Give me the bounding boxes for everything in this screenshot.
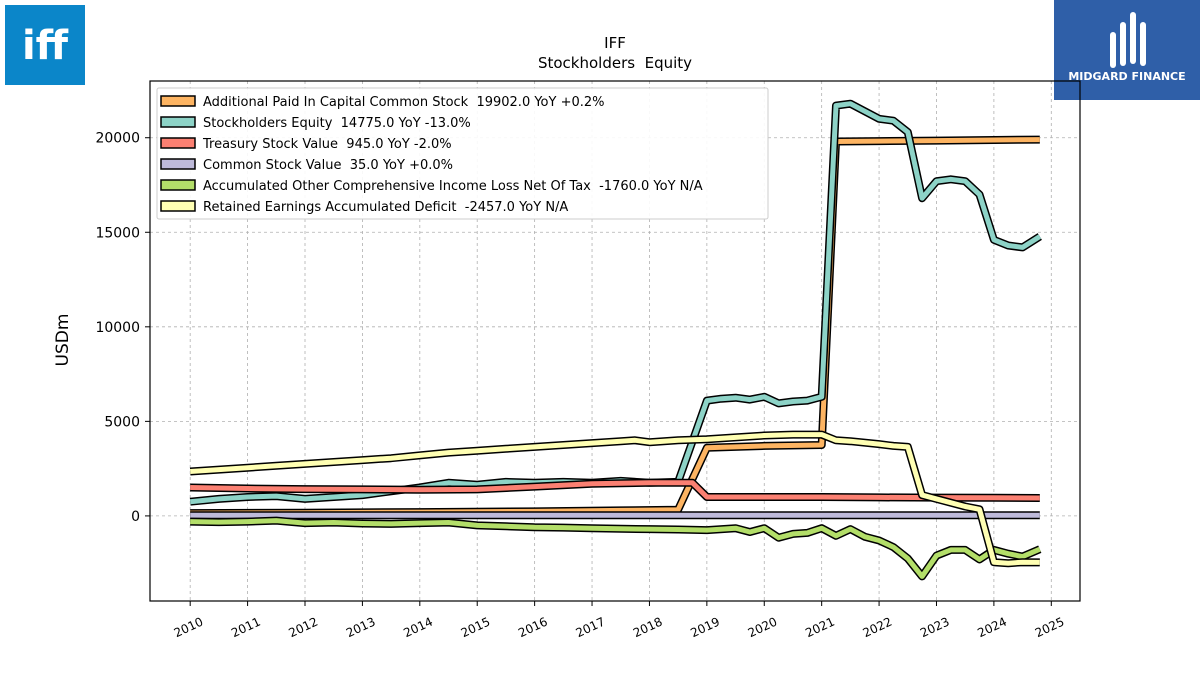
legend-swatch-3 [160, 158, 196, 170]
legend-swatch-0 [160, 95, 196, 107]
series-line-2 [190, 480, 1040, 501]
chart-title: IFF [604, 34, 626, 52]
x-tick-label-3: 2013 [344, 615, 378, 641]
legend-label-4: Accumulated Other Comprehensive Income L… [203, 179, 703, 194]
plot-frame [149, 80, 1081, 602]
company-logo: iff [5, 5, 85, 85]
x-tick-label-6: 2016 [516, 615, 550, 641]
y-axis-label: USDm [53, 314, 73, 367]
legend-swatch-1 [160, 116, 196, 128]
x-tick-label-0: 2010 [172, 615, 206, 641]
y-tick-label-4: 20000 [95, 131, 140, 147]
legend-swatch-5 [160, 200, 196, 212]
x-tick-label-2: 2012 [287, 615, 321, 641]
y-tick-label-3: 15000 [95, 225, 140, 241]
x-tick-label-10: 2020 [746, 615, 780, 641]
x-tick-label-15: 2025 [1033, 615, 1067, 641]
legend-swatch-4 [160, 179, 196, 191]
x-tick-label-4: 2014 [401, 615, 435, 641]
legend-label-0: Additional Paid In Capital Common Stock … [203, 95, 605, 110]
series-lines [189, 99, 1042, 581]
y-tick-label-0: 0 [131, 509, 140, 525]
series-line-4 [190, 518, 1041, 579]
legend-box [156, 87, 769, 220]
x-tick-label-12: 2022 [861, 615, 895, 641]
legend-label-5: Retained Earnings Accumulated Deficit -2… [203, 200, 568, 215]
legend-label-3: Common Stock Value 35.0 YoY +0.0% [203, 158, 453, 173]
x-tick-label-14: 2024 [975, 615, 1009, 641]
company-logo-text: iff [22, 23, 69, 69]
chart-subtitle: Stockholders Equity [538, 54, 692, 72]
legend-label-2: Treasury Stock Value 945.0 YoY -2.0% [202, 137, 452, 152]
company-logo-background [5, 5, 85, 85]
publisher-logo-mark [1110, 12, 1146, 68]
series-line-5 [190, 432, 1040, 566]
x-tick-label-9: 2019 [688, 615, 722, 641]
legend-label-1: Stockholders Equity 14775.0 YoY -13.0% [203, 116, 471, 131]
x-tick-label-8: 2018 [631, 615, 665, 641]
publisher-logo-background [1054, 0, 1200, 100]
y-tick-label-2: 10000 [95, 320, 140, 336]
x-tick-label-11: 2021 [803, 615, 837, 641]
legend: Additional Paid In Capital Common Stock … [156, 87, 769, 220]
publisher-logo: MIDGARD FINANCE [1054, 0, 1200, 100]
publisher-logo-text: MIDGARD FINANCE [1068, 70, 1185, 83]
x-tick-label-1: 2011 [229, 615, 263, 641]
legend-swatch-2 [160, 137, 196, 149]
y-tick-label-1: 5000 [104, 414, 140, 430]
x-tick-label-7: 2017 [574, 615, 608, 641]
x-tick-label-13: 2023 [918, 615, 952, 641]
x-tick-label-5: 2015 [459, 615, 493, 641]
